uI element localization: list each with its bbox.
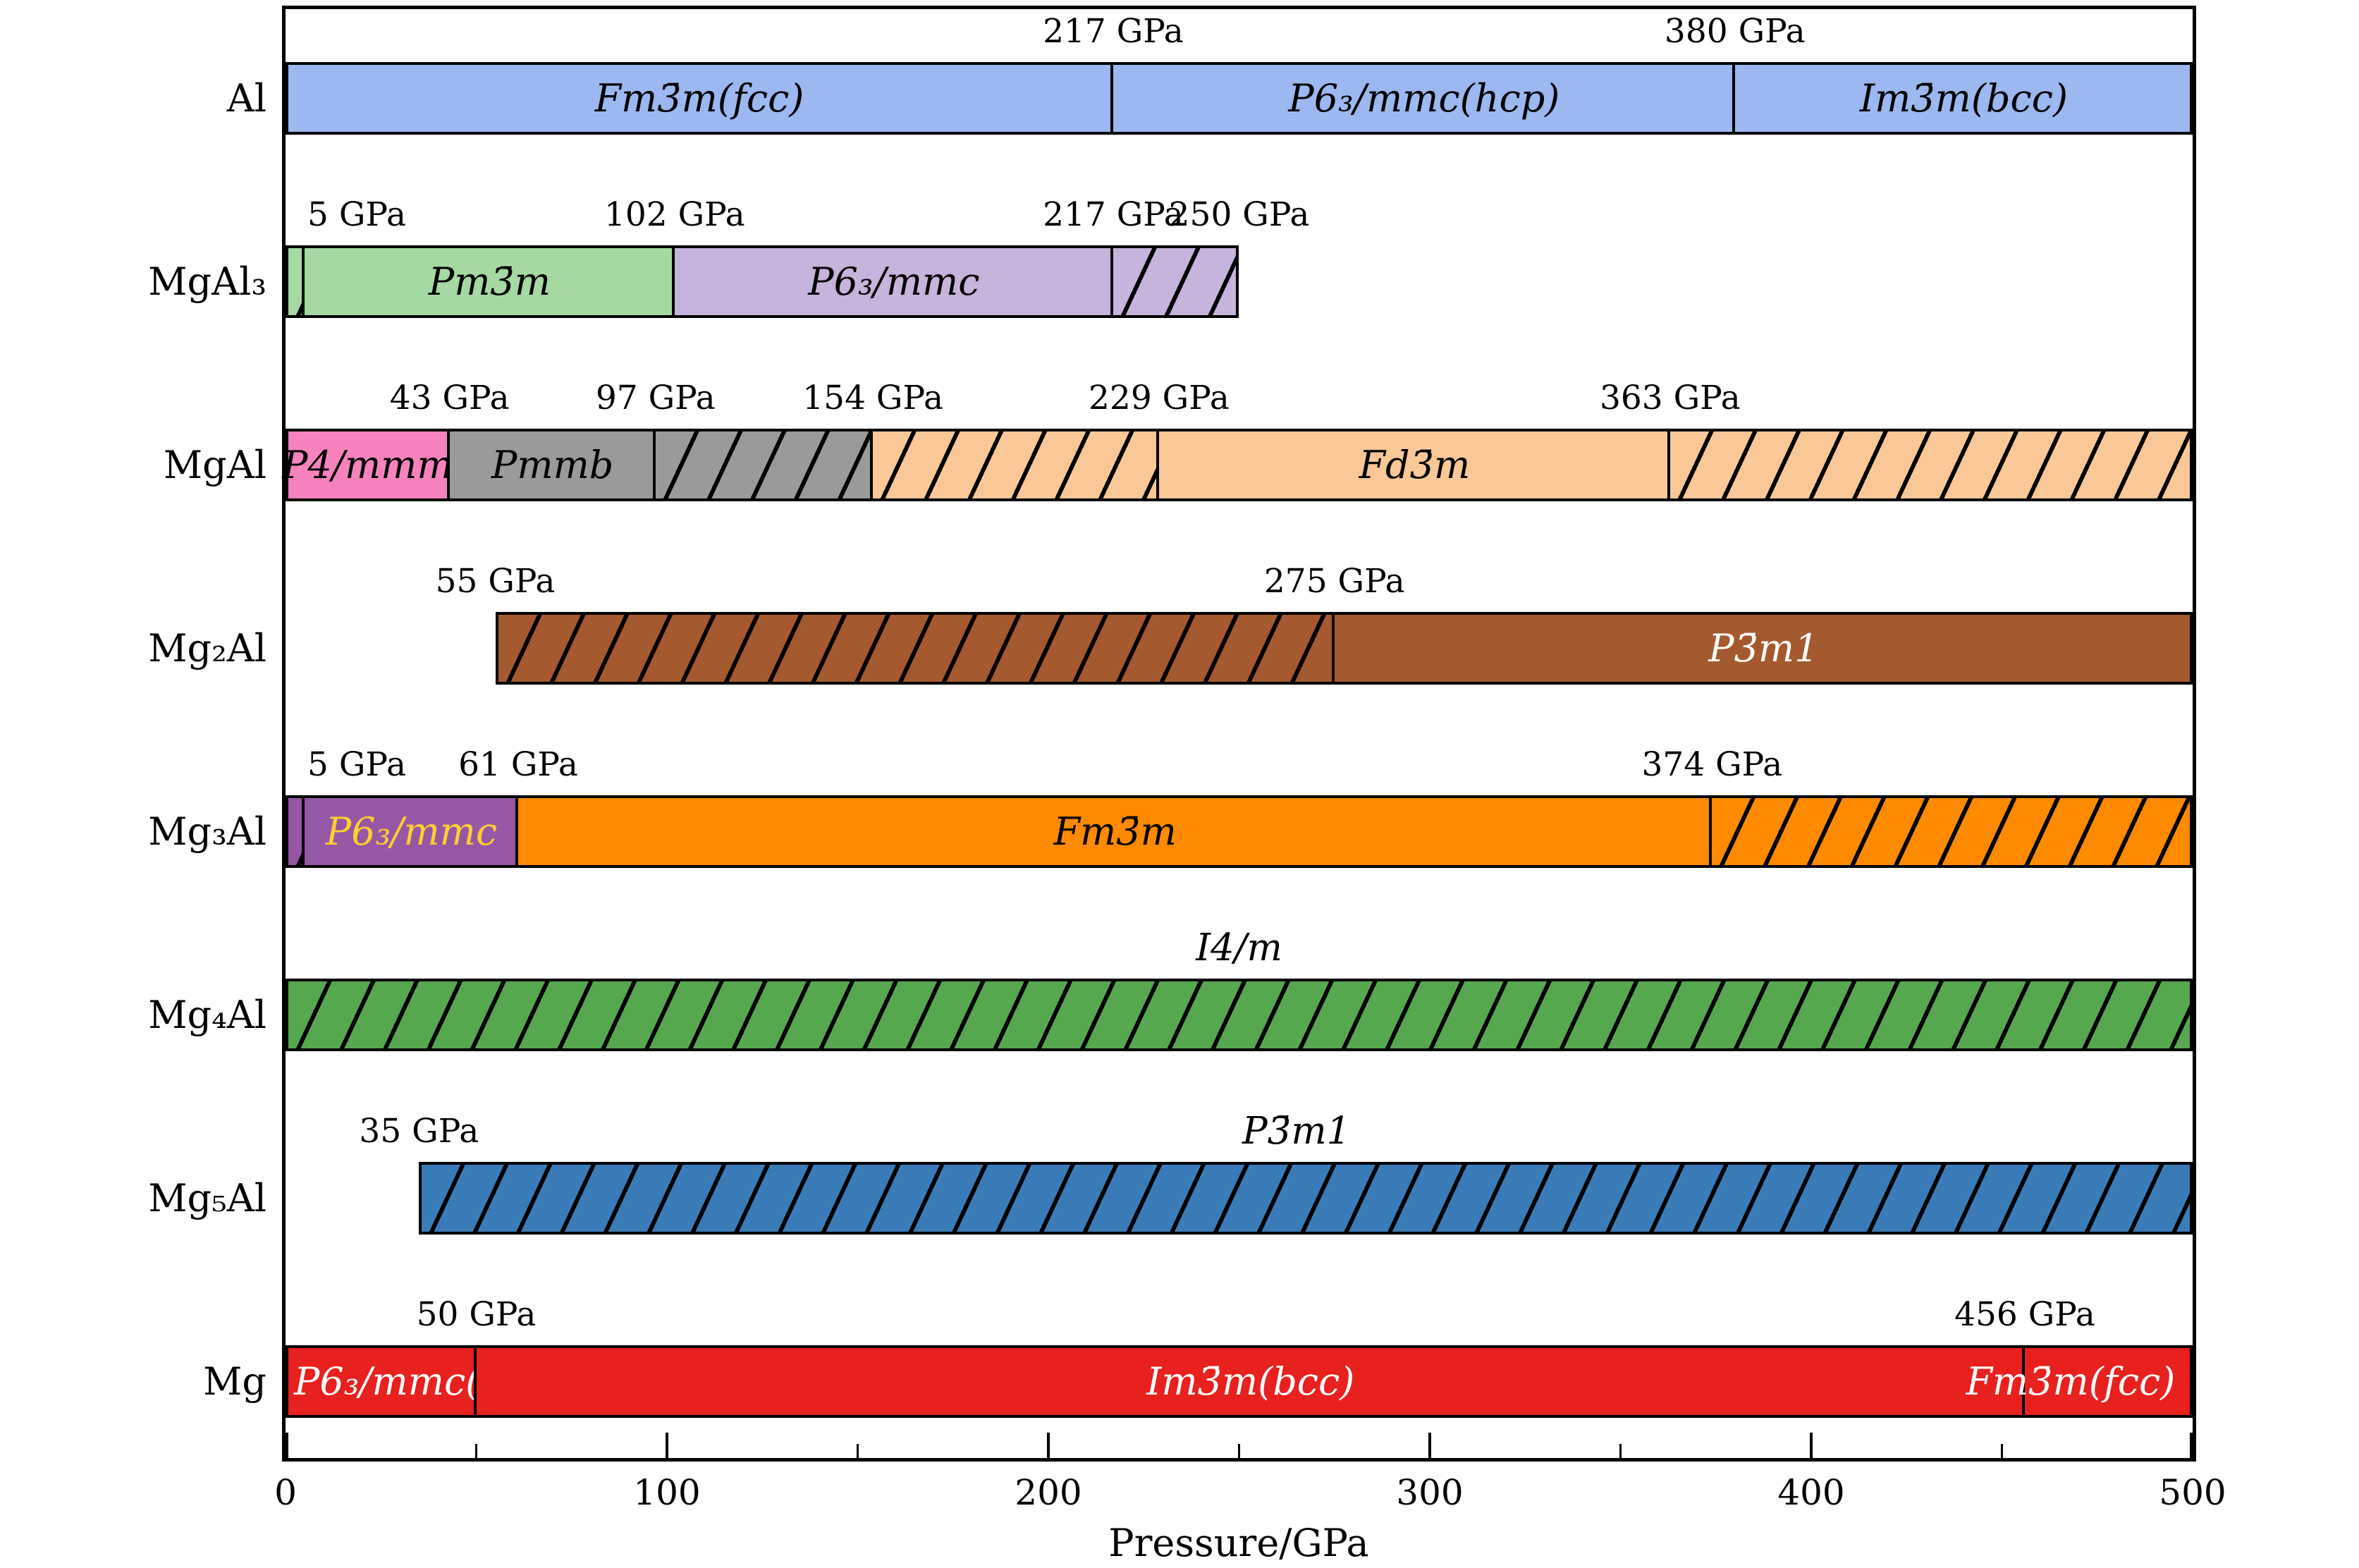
plot-area: Fm3̄m(fcc) P6₃/mmc(hcp) Im3̄m(bcc) 217 GPa 3…: [282, 6, 2196, 1462]
pressure-annotation: 61 GPa: [458, 745, 578, 784]
pressure-annotation: 217 GPa: [1043, 12, 1184, 51]
pressure-annotation: 275 GPa: [1263, 562, 1405, 601]
pressure-annotation: 380 GPa: [1664, 12, 1806, 51]
x-minor-tick: [2001, 1444, 2003, 1458]
bar-segment: [302, 245, 675, 318]
segment-label: P3̄m1: [1708, 626, 1819, 670]
bar-segment: [286, 62, 1113, 135]
pressure-annotation: 5 GPa: [307, 195, 406, 234]
segment-label: Pmmb: [491, 443, 614, 487]
bar-segment: [671, 245, 1113, 318]
row-label: MgAl₃: [148, 259, 266, 304]
pressure-annotation: 55 GPa: [435, 562, 556, 601]
pressure-annotation: 35 GPa: [359, 1112, 479, 1151]
row-label: Mg₂Al: [148, 625, 266, 670]
pressure-annotation: 154 GPa: [802, 379, 943, 417]
x-minor-tick: [475, 1444, 477, 1458]
x-major-tick: [1810, 1433, 1813, 1458]
segment-label: P6₃/mmc: [808, 259, 980, 304]
bar-segment: [515, 795, 1712, 868]
x-tick-label: 0: [274, 1472, 297, 1513]
pressure-annotation: 102 GPa: [603, 195, 745, 234]
bar-segment: [1110, 245, 1239, 318]
x-axis-title: Pressure/GPa: [1108, 1521, 1369, 1565]
pressure-annotation: 50 GPa: [416, 1295, 537, 1334]
pressure-annotation: 217 GPa: [1043, 195, 1184, 234]
pressure-annotation: 5 GPa: [307, 745, 406, 784]
row-label: Mg₅Al: [148, 1175, 266, 1220]
bar-segment: [286, 1345, 477, 1418]
pressure-annotation: 43 GPa: [389, 379, 510, 417]
bar-segment: [1156, 429, 1670, 501]
bar-segment: [419, 1162, 2193, 1235]
segment-label: P4/mmm: [282, 443, 453, 487]
segment-label: Im3̄m(bcc): [1859, 76, 2069, 121]
bar-segment: [2021, 1345, 2193, 1418]
phase-annotation: P3̄m1: [1242, 1110, 1351, 1153]
segment-label: Pm3̄m: [428, 259, 551, 304]
segment-label: Fd3̄m: [1359, 443, 1471, 487]
segment-label: P6₃/mmc: [325, 809, 498, 854]
x-tick-label: 200: [1015, 1472, 1082, 1513]
segment-label: P6₃/mmc(hcp): [1288, 76, 1560, 121]
pressure-annotation: 363 GPa: [1599, 379, 1741, 417]
segment-label: Fm3̄m: [1053, 809, 1177, 854]
bar-segment: [495, 612, 1335, 685]
pressure-annotation: 456 GPa: [1954, 1295, 2095, 1334]
row-label: Al: [226, 75, 266, 121]
pressure-annotation: 250 GPa: [1168, 195, 1310, 234]
bar-segment: [286, 429, 450, 501]
bar-segment: [286, 795, 305, 868]
bar-segment: [1331, 612, 2193, 685]
x-major-tick: [1047, 1433, 1050, 1458]
bar-segment: [652, 429, 874, 501]
row-label: Mg: [203, 1359, 266, 1404]
phase-annotation: I4/m: [1196, 926, 1282, 969]
x-major-tick: [286, 1433, 288, 1458]
x-tick-label: 100: [633, 1472, 701, 1513]
bar-segment: [302, 795, 518, 868]
x-minor-tick: [1238, 1444, 1240, 1458]
x-tick-label: 500: [2159, 1472, 2226, 1513]
x-minor-tick: [857, 1444, 859, 1458]
bar-segment: [286, 245, 305, 318]
pressure-annotation: 374 GPa: [1641, 745, 1783, 784]
segment-label: Fm3̄m(fcc): [594, 76, 804, 121]
pressure-annotation: 229 GPa: [1089, 379, 1230, 417]
bar-segment: [1709, 795, 2193, 868]
x-tick-label: 400: [1777, 1472, 1845, 1513]
bar-segment: [1110, 62, 1735, 135]
bar-segment: [446, 429, 656, 501]
x-major-tick: [666, 1433, 668, 1458]
bar-segment: [473, 1345, 2025, 1418]
row-label: MgAl: [163, 442, 266, 487]
x-major-tick: [2190, 1433, 2193, 1458]
x-minor-tick: [1619, 1444, 1622, 1458]
bar-segment: [1732, 62, 2193, 135]
x-major-tick: [1428, 1433, 1431, 1458]
bar-segment: [286, 979, 2193, 1051]
row-label: Mg₃Al: [148, 809, 266, 854]
segment-label: Im3̄m(bcc): [1146, 1359, 1355, 1404]
row-label: Mg₄Al: [148, 992, 266, 1037]
x-tick-label: 300: [1396, 1472, 1464, 1513]
bar-segment: [1667, 429, 2193, 501]
plot-inner: Fm3̄m(fcc) P6₃/mmc(hcp) Im3̄m(bcc) 217 GPa 3…: [282, 9, 2193, 1458]
bar-segment: [870, 429, 1159, 501]
segment-label: Fm3̄m(fcc): [1966, 1359, 2176, 1404]
pressure-annotation: 97 GPa: [595, 379, 716, 417]
